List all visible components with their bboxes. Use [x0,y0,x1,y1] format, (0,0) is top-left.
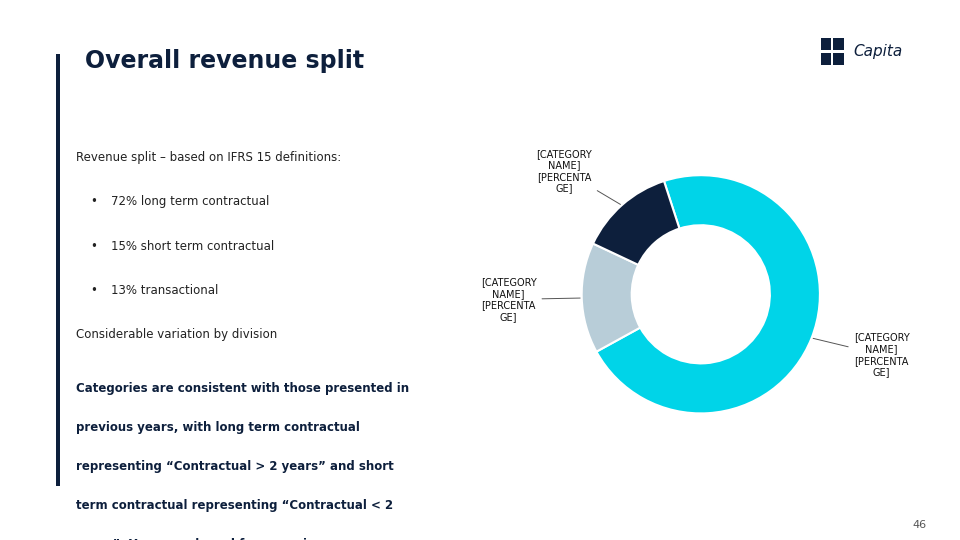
Bar [821,53,831,65]
Wedge shape [593,181,680,265]
Wedge shape [596,175,820,414]
Text: representing “Contractual > 2 years” and short: representing “Contractual > 2 years” and… [76,460,394,473]
Text: •: • [90,284,97,297]
Text: •: • [90,195,97,208]
Text: previous years, with long term contractual: previous years, with long term contractu… [76,421,360,434]
Text: •: • [90,240,97,253]
Text: [CATEGORY
NAME]
[PERCENTA
GE]: [CATEGORY NAME] [PERCENTA GE] [481,277,580,322]
Text: term contractual representing “Contractual < 2: term contractual representing “Contractu… [76,499,394,512]
Bar [833,53,844,65]
Bar [833,38,844,50]
Text: Revenue split – based on IFRS 15 definitions:: Revenue split – based on IFRS 15 definit… [76,151,342,164]
Text: 15% short term contractual: 15% short term contractual [111,240,275,253]
Text: 72% long term contractual: 72% long term contractual [111,195,270,208]
Text: 13% transactional: 13% transactional [111,284,219,297]
Text: Capita: Capita [853,44,902,59]
Text: [CATEGORY
NAME]
[PERCENTA
GE]: [CATEGORY NAME] [PERCENTA GE] [537,148,620,205]
Text: Considerable variation by division: Considerable variation by division [76,328,277,341]
Text: Adjusted revenue split FY19: Adjusted revenue split FY19 [585,70,827,85]
Text: Overall revenue split: Overall revenue split [84,49,364,72]
Text: [CATEGORY
NAME]
[PERCENTA
GE]: [CATEGORY NAME] [PERCENTA GE] [813,333,909,377]
Text: Categories are consistent with those presented in: Categories are consistent with those pre… [76,382,409,395]
Wedge shape [582,244,640,352]
Text: 46: 46 [912,520,926,530]
Bar [821,38,831,50]
Text: years”. Years are based from service: years”. Years are based from service [76,538,322,540]
